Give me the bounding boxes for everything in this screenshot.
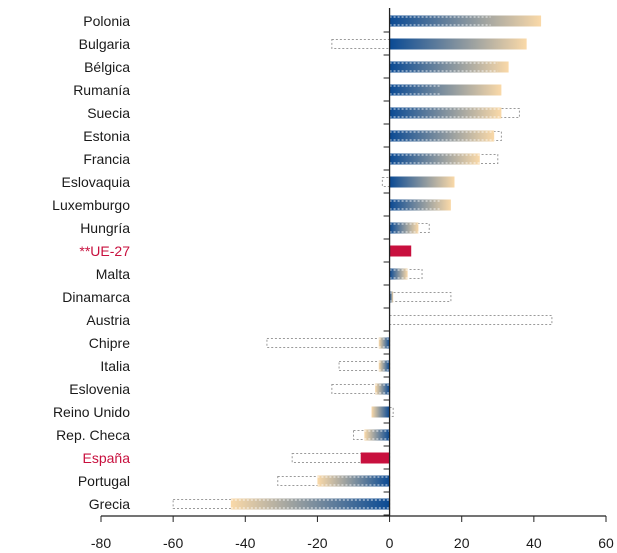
category-label-belgica: Bélgica (84, 59, 130, 75)
bar-reino-unido (371, 406, 390, 418)
category-label-ue-27: **UE-27 (79, 243, 130, 259)
bar-hungria (389, 222, 419, 234)
category-label-luxemburgo: Luxemburgo (52, 197, 130, 213)
bar-luxemburgo (389, 199, 451, 211)
bar-francia (389, 153, 480, 165)
category-label-suecia: Suecia (87, 105, 130, 121)
reference-bar-dinamarca (389, 292, 452, 302)
reference-bar-bulgaria (331, 39, 391, 49)
bar-italia (378, 360, 390, 372)
bar-ue-27 (389, 245, 412, 257)
category-label-eslovenia: Eslovenia (69, 381, 130, 397)
category-label-grecia: Grecia (89, 496, 130, 512)
category-label-austria: Austria (86, 312, 130, 328)
reference-bar-eslovenia (331, 384, 391, 394)
category-label-portugal: Portugal (78, 473, 130, 489)
x-tick-label: 20 (454, 535, 470, 551)
category-label-rep-checa: Rep. Checa (56, 427, 130, 443)
reference-bar-austria (389, 315, 553, 325)
category-label-rumania: Rumanía (73, 82, 130, 98)
bar-chipre (378, 337, 390, 349)
x-tick-label: -40 (235, 535, 255, 551)
bar-bulgaria (389, 38, 527, 50)
x-tick-label: -60 (163, 535, 183, 551)
category-label-estonia: Estonia (83, 128, 130, 144)
axes: -80 -60 -40 -20 0 20 40 60 (91, 8, 614, 551)
category-label-dinamarca: Dinamarca (62, 289, 130, 305)
bar-eslovenia (375, 383, 390, 395)
category-label-francia: Francia (83, 151, 130, 167)
bar-suecia (389, 107, 502, 119)
reference-bar-italia (338, 361, 391, 371)
category-label-malta: Malta (96, 266, 130, 282)
reference-bar-eslovaquia (381, 177, 391, 187)
bar-eslovaquia (389, 176, 455, 188)
bar-grecia (230, 498, 390, 510)
category-labels: Polonia Bulgaria Bélgica Rumanía Suecia Eston… (52, 13, 130, 512)
bar-rep-checa (364, 429, 390, 441)
category-label-espana: España (83, 450, 131, 466)
category-label-chipre: Chipre (89, 335, 130, 351)
category-label-italia: Italia (100, 358, 130, 374)
category-label-reino-unido: Reino Unido (53, 404, 130, 420)
x-tick-label: 40 (526, 535, 542, 551)
category-label-polonia: Polonia (83, 13, 130, 29)
bar-estonia (389, 130, 495, 142)
bar-belgica (389, 61, 509, 73)
reference-bar-chipre (266, 338, 391, 348)
bar-malta (389, 268, 408, 280)
category-label-eslovaquia: Eslovaquia (62, 174, 131, 190)
x-tick-label: -20 (307, 535, 327, 551)
bar-dinamarca (389, 291, 394, 303)
category-label-bulgaria: Bulgaria (79, 36, 131, 52)
bar-rumania (389, 84, 502, 96)
x-tick-label: -80 (91, 535, 111, 551)
value-bars (230, 15, 542, 510)
x-tick-label: 60 (598, 535, 614, 551)
category-label-hungria: Hungría (80, 220, 130, 236)
bar-portugal (317, 475, 390, 487)
x-tick-label: 0 (386, 535, 394, 551)
bar-espana (360, 452, 390, 464)
bar-polonia (389, 15, 542, 27)
